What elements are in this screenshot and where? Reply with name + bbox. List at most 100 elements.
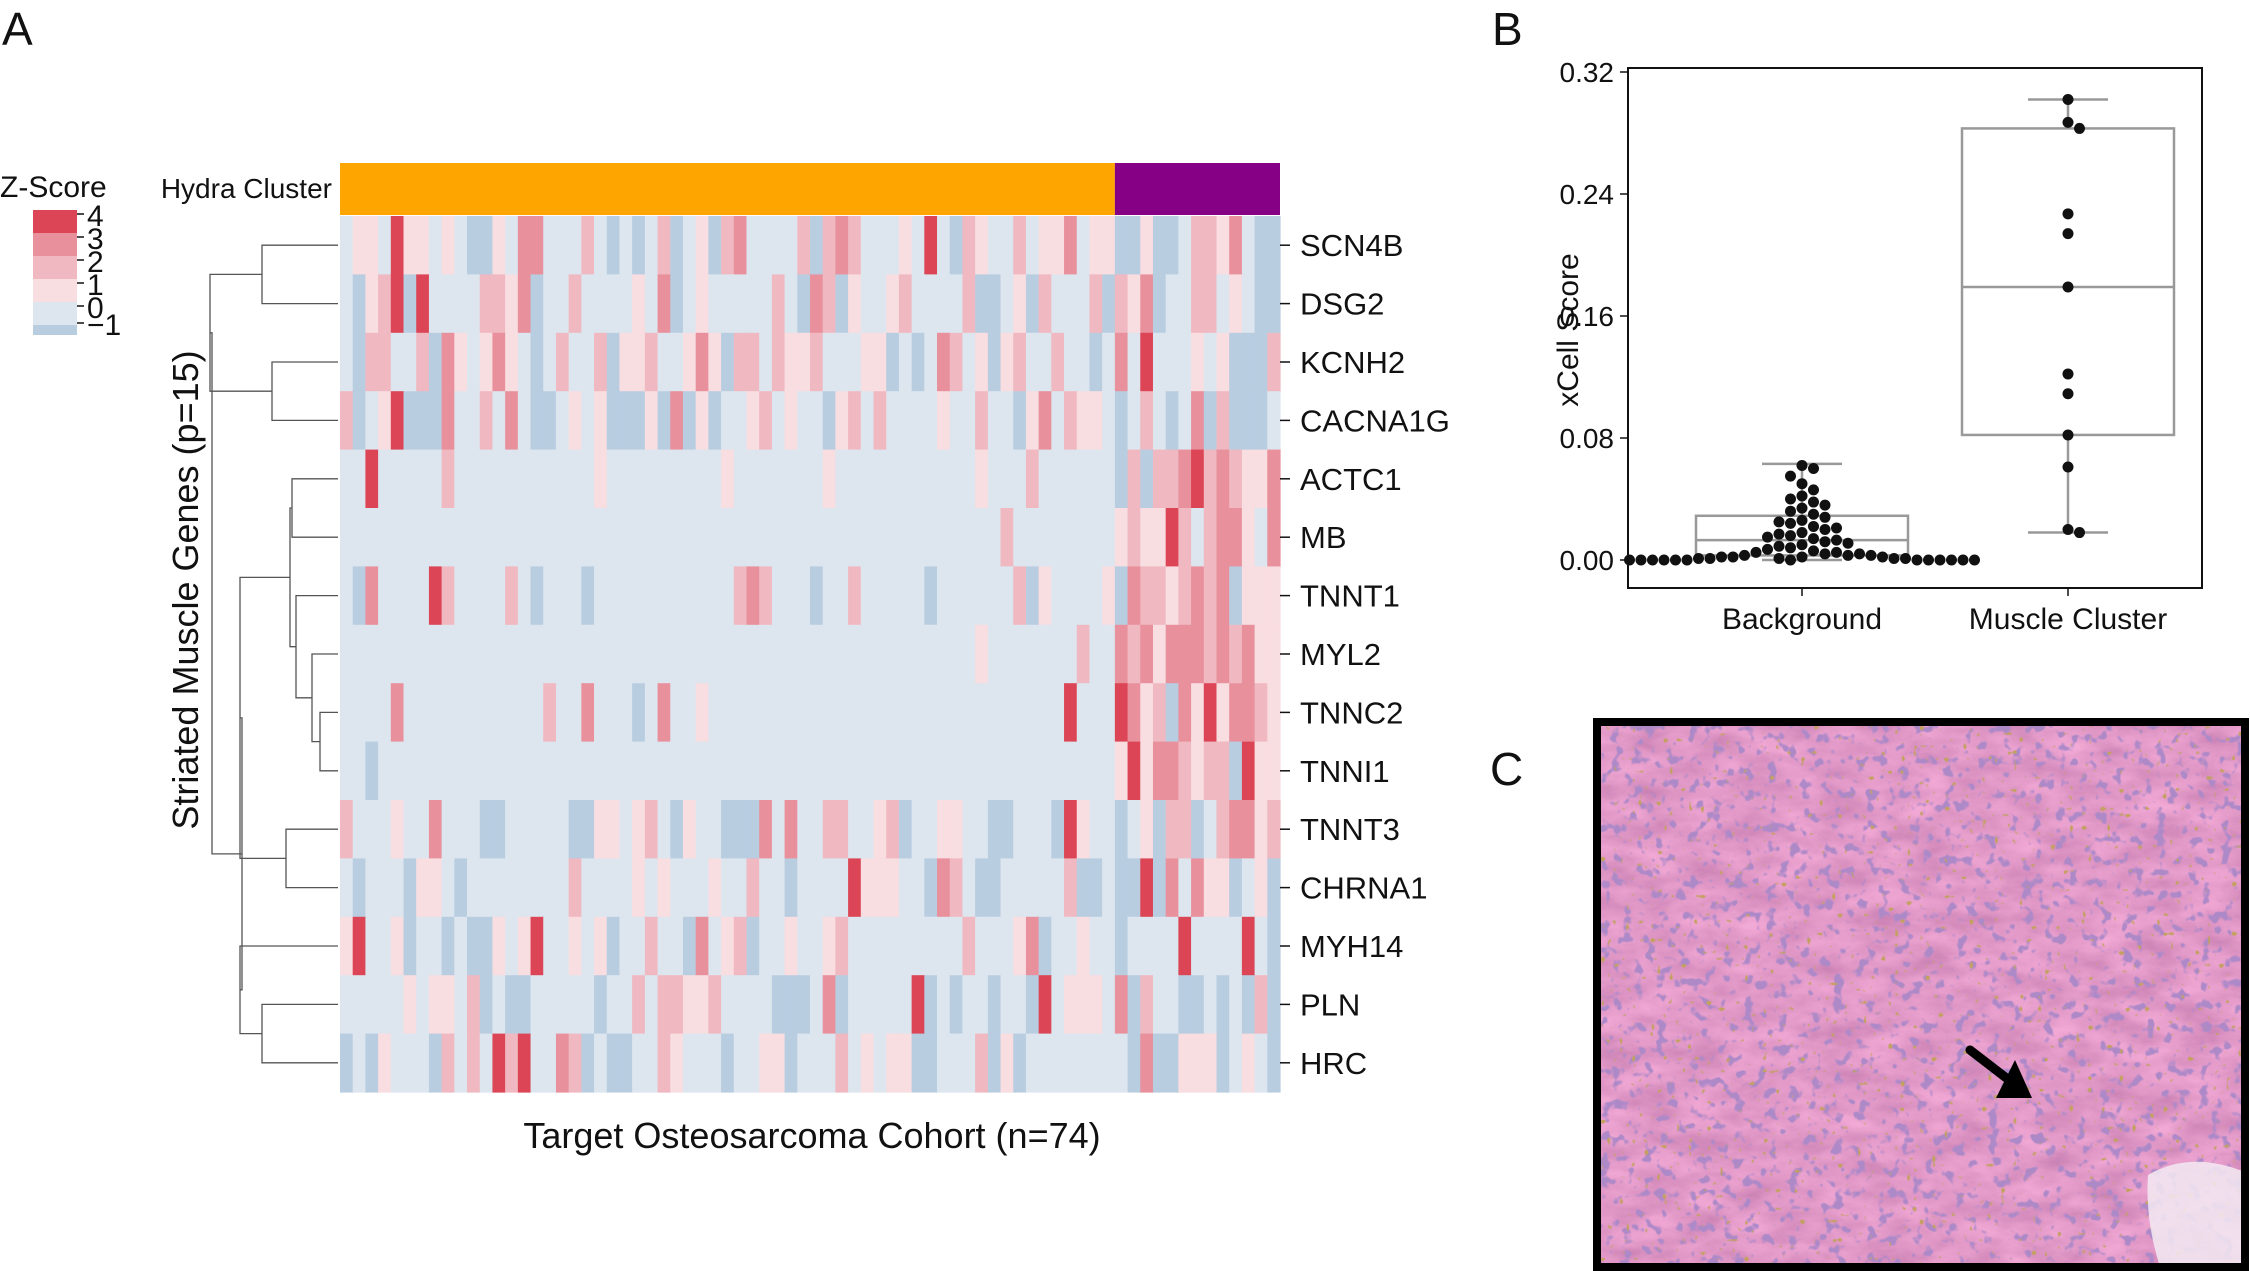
heatmap-cell (911, 975, 925, 1035)
dendrogram-branch (285, 828, 338, 889)
heatmap-cell (873, 391, 887, 451)
heatmap-cell (1241, 683, 1256, 743)
heatmap-cell (1152, 1033, 1167, 1093)
heatmap-cell (619, 566, 633, 626)
heatmap-cell (924, 800, 938, 859)
heatmap-cell (1114, 1033, 1129, 1093)
heatmap-cell (848, 858, 862, 918)
heatmap-cell (911, 216, 925, 275)
heatmap-cell (505, 975, 519, 1035)
heatmap-cell (860, 975, 875, 1035)
heatmap-cell (1203, 332, 1218, 392)
heatmap-cell (810, 566, 824, 626)
heatmap-cell (428, 216, 443, 275)
heatmap-cell (1203, 566, 1218, 626)
heatmap-cell (1216, 391, 1230, 451)
heatmap-cell (606, 800, 621, 859)
heatmap-cell (1064, 566, 1078, 626)
heatmap-cell (1000, 858, 1014, 918)
heatmap-cell (365, 1033, 379, 1093)
heatmap-cell (771, 800, 786, 859)
heatmap-cell (1267, 274, 1281, 334)
heatmap-cell (1267, 916, 1281, 976)
heatmap-cell (1076, 800, 1091, 859)
heatmap-cell (543, 1033, 557, 1093)
heatmap-cell (962, 624, 976, 684)
heatmap-cell (822, 274, 836, 334)
heatmap-cell (670, 1033, 684, 1093)
heatmap-cell (1216, 274, 1230, 334)
heatmap-cell (670, 624, 684, 684)
heatmap-cell (733, 975, 748, 1035)
heatmap-cell (695, 624, 709, 684)
heatmap-cell (682, 624, 697, 684)
heatmap-cell (340, 624, 354, 684)
heatmap-cell (619, 916, 633, 976)
heatmap-cell (1114, 916, 1129, 976)
heatmap-cell (949, 1033, 964, 1093)
heatmap-cell (1064, 216, 1078, 275)
heatmap-cell (1140, 800, 1154, 859)
heatmap-cell (530, 975, 544, 1035)
heatmap-cell (479, 1033, 494, 1093)
heatmap-cell (670, 332, 684, 392)
heatmap-cell (1165, 332, 1179, 392)
heatmap-cell (1229, 741, 1243, 801)
heatmap-cell (797, 858, 811, 918)
heatmap-cell (695, 1033, 709, 1093)
data-point (1704, 552, 1716, 564)
heatmap-cell (1000, 741, 1014, 801)
heatmap-cell (835, 332, 849, 392)
heatmap-cell (555, 1033, 570, 1093)
heatmap-cell (619, 332, 633, 392)
heatmap-cell (810, 332, 824, 392)
heatmap-cell (1229, 566, 1243, 626)
heatmap-cell (886, 624, 900, 684)
data-point (1785, 470, 1796, 482)
heatmap-cell (581, 741, 595, 801)
heatmap-cell (657, 508, 671, 567)
heatmap-cell (1267, 449, 1281, 509)
heatmap-cell (390, 624, 405, 684)
heatmap-cell (492, 216, 506, 275)
heatmap-cell (810, 683, 824, 743)
heatmap-cell (594, 624, 608, 684)
heatmap-cell (403, 624, 417, 684)
heatmap-cell (1013, 858, 1027, 918)
heatmap-cell (1203, 449, 1218, 509)
heatmap-cell (924, 741, 938, 801)
heatmap-cell (568, 800, 582, 859)
heatmap-cell (352, 741, 366, 801)
heatmap-cell (682, 508, 697, 567)
heatmap-cell (1152, 449, 1167, 509)
heatmap-cell (1152, 566, 1167, 626)
heatmap-cell (517, 916, 532, 976)
heatmap-cell (733, 800, 748, 859)
heatmap-cell (1025, 391, 1040, 451)
heatmap-cell (441, 683, 455, 743)
heatmap-cell (492, 508, 506, 567)
heatmap-cell (441, 449, 455, 509)
heatmap-cell (1127, 274, 1141, 334)
heatmap-cell (1267, 683, 1281, 743)
heatmap-cell (441, 274, 455, 334)
heatmap-cell (810, 858, 824, 918)
heatmap-cell (860, 274, 875, 334)
data-point (1796, 514, 1808, 526)
gene-label: TNNI1 (1300, 754, 1390, 789)
heatmap-cell (1025, 566, 1040, 626)
heatmap-cell (924, 566, 938, 626)
data-point (1693, 552, 1704, 564)
heatmap-cell (492, 916, 506, 976)
heatmap-cell (1152, 741, 1167, 801)
heatmap-cell (771, 508, 786, 567)
heatmap-cell (530, 800, 544, 859)
heatmap-cell (1025, 332, 1040, 392)
heatmap-cell (454, 449, 468, 509)
heatmap-cell (1013, 566, 1027, 626)
heatmap-cell (949, 332, 964, 392)
heatmap-cell (784, 566, 798, 626)
heatmap-cell (581, 391, 595, 451)
heatmap-cell (784, 624, 798, 684)
heatmap-cell (759, 741, 773, 801)
